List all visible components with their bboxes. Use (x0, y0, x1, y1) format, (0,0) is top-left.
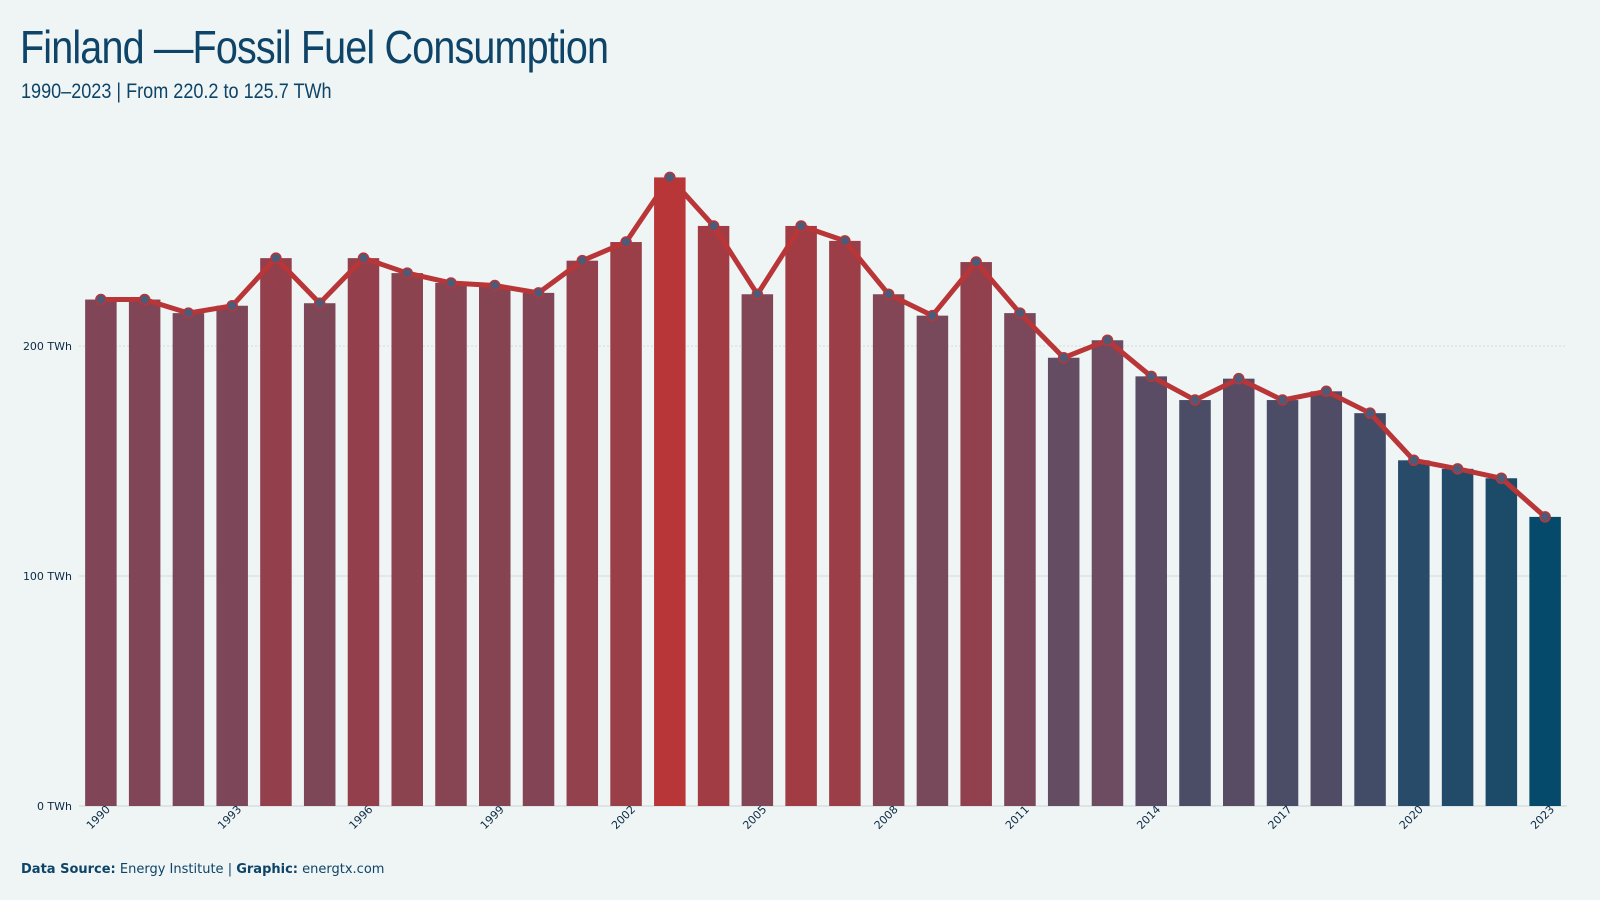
bar-1994 (260, 258, 292, 806)
bar-2018 (1310, 391, 1343, 806)
marker-2016 (1233, 372, 1245, 385)
bar-1998 (435, 282, 467, 807)
x-tick-label: 2008 (872, 803, 901, 832)
x-tick-label: 1993 (215, 803, 244, 832)
marker-1991 (138, 293, 151, 306)
bar-2015 (1179, 400, 1211, 806)
bar-1993 (216, 305, 248, 806)
x-tick-label: 2023 (1528, 803, 1557, 832)
bar-2010 (960, 262, 992, 806)
x-tick-label: 2014 (1134, 803, 1163, 832)
marker-2003 (664, 171, 676, 184)
bar-2021 (1441, 468, 1474, 806)
bar-2016 (1223, 378, 1255, 806)
marker-2017 (1276, 394, 1289, 406)
bar-2005 (741, 294, 774, 806)
marker-1998 (445, 277, 457, 289)
footer-source-label: Data Source: (21, 862, 116, 877)
bar-2014 (1135, 376, 1167, 806)
marker-2002 (620, 236, 632, 248)
y-tick-label: 100 TWh (23, 570, 72, 583)
trend-line-path (98, 174, 1548, 520)
x-tick-label: 2017 (1266, 803, 1295, 832)
marker-2004 (707, 220, 720, 232)
markers (95, 171, 1551, 523)
chart-title: Finland —Fossil Fuel Consumption (20, 21, 609, 73)
y-tick-label: 0 TWh (37, 800, 72, 813)
bar-1992 (172, 313, 205, 806)
marker-2013 (1101, 334, 1114, 346)
x-tick-label: 1990 (84, 803, 113, 832)
marker-2000 (532, 287, 545, 299)
marker-1994 (270, 252, 282, 264)
bar-1995 (303, 303, 336, 806)
x-axis-ticks: 1990 1993 1996 1999 2002 2005 2008 2011 2014 2017… (84, 803, 1557, 832)
footer-graphic-value: energtx.com (302, 862, 385, 877)
trend-line (98, 174, 1548, 520)
bar-2023 (1529, 516, 1561, 806)
marker-2019 (1364, 407, 1376, 419)
bar-1991 (128, 299, 161, 806)
marker-1996 (357, 252, 370, 264)
bar-2007 (829, 240, 861, 806)
marker-2008 (882, 288, 895, 300)
bar-1997 (391, 273, 423, 807)
marker-2010 (970, 256, 982, 268)
bar-2003 (654, 177, 686, 806)
bar-2004 (697, 225, 730, 806)
bar-2000 (522, 292, 555, 806)
gridlines (79, 345, 1567, 807)
y-tick-label: 200 TWh (23, 340, 72, 353)
marker-2014 (1145, 370, 1157, 383)
x-tick-label: 2011 (1003, 803, 1032, 832)
marker-2006 (795, 220, 807, 232)
bar-2012 (1047, 357, 1080, 806)
bar-1996 (347, 258, 380, 806)
bar-2013 (1091, 340, 1124, 806)
marker-2001 (576, 254, 589, 267)
bar-1999 (479, 285, 511, 806)
marker-2011 (1014, 307, 1026, 319)
marker-2022 (1495, 472, 1508, 484)
marker-1995 (313, 297, 326, 309)
footer-graphic-label: Graphic: (236, 862, 298, 877)
bar-2006 (785, 225, 817, 806)
x-tick-label: 1996 (347, 803, 376, 832)
bar-2001 (566, 260, 599, 806)
bar-2011 (1004, 313, 1036, 806)
bar-1990 (85, 299, 117, 806)
footer-separator: | (227, 862, 233, 877)
marker-1999 (489, 279, 501, 292)
marker-2007 (839, 235, 851, 247)
chart-subtitle: 1990–2023 | From 220.2 to 125.7 TWh (21, 80, 332, 103)
marker-2020 (1408, 454, 1420, 467)
marker-2009 (926, 309, 939, 322)
x-tick-label: 2002 (609, 803, 638, 832)
x-tick-label: 1999 (478, 803, 507, 832)
x-tick-label: 2020 (1397, 803, 1426, 832)
marker-1993 (226, 300, 238, 312)
bar-2022 (1485, 478, 1518, 806)
marker-2015 (1189, 394, 1201, 406)
bar-2002 (610, 242, 642, 807)
bars (85, 177, 1561, 807)
marker-1997 (401, 267, 413, 279)
bar-2020 (1398, 460, 1430, 806)
x-tick-label: 2005 (740, 803, 769, 832)
bar-2017 (1266, 400, 1299, 806)
marker-2018 (1320, 385, 1333, 398)
marker-2023 (1539, 511, 1551, 523)
marker-2012 (1057, 351, 1070, 364)
marker-1992 (182, 307, 195, 319)
bar-2019 (1354, 413, 1386, 806)
marker-2021 (1451, 463, 1464, 475)
footer: Data Source: Energy Institute | Graphic:… (21, 862, 384, 877)
marker-1990 (95, 293, 107, 306)
bar-2009 (916, 315, 949, 806)
footer-source-value: Energy Institute (119, 862, 224, 877)
marker-2005 (751, 288, 764, 300)
bar-2008 (872, 294, 905, 806)
y-axis-ticks: 0 TWh 100 TWh 200 TWh (23, 340, 72, 813)
